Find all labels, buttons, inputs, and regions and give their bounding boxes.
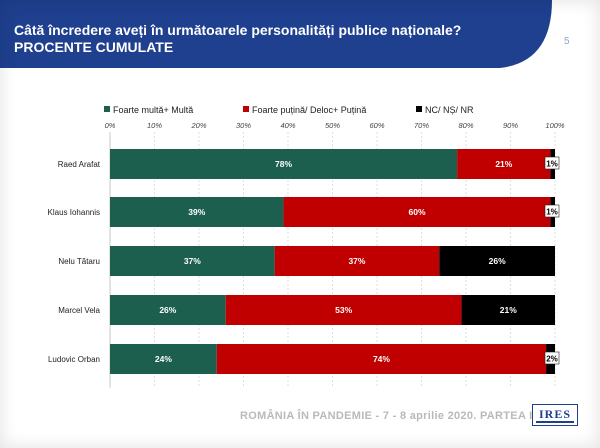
stacked-bar-chart: Foarte multă+ Multă Foarte puțină/ Deloc+… bbox=[48, 105, 565, 388]
data-label: 53% bbox=[335, 305, 352, 315]
header-background bbox=[0, 0, 552, 68]
bar-segment bbox=[461, 295, 555, 325]
page-title: Câtă încredere aveți în următoarele pers… bbox=[14, 22, 534, 56]
x-tick-label: 40% bbox=[280, 121, 295, 130]
data-label-box bbox=[544, 204, 560, 218]
data-label: 26% bbox=[489, 256, 506, 266]
x-tick-label: 0% bbox=[105, 121, 116, 130]
page-number: 5 bbox=[564, 36, 570, 47]
x-tick-label: 60% bbox=[369, 121, 384, 130]
legend-swatch bbox=[243, 106, 249, 112]
data-label-box bbox=[544, 351, 560, 365]
footer-caption: ROMÂNIA ÎN PANDEMIE - 7 - 8 aprilie 2020… bbox=[240, 410, 533, 422]
bar-segment bbox=[110, 246, 275, 276]
bar-segment bbox=[274, 246, 440, 276]
x-tick-label: 10% bbox=[147, 121, 162, 130]
x-tick-label: 70% bbox=[414, 121, 429, 130]
bar-segment bbox=[283, 197, 551, 227]
category-label: Nelu Tătaru bbox=[58, 257, 100, 266]
bar-segment bbox=[439, 246, 555, 276]
logo-text: IRES bbox=[538, 406, 571, 421]
bar-segment bbox=[216, 344, 547, 374]
data-label: 24% bbox=[155, 354, 172, 364]
data-label: 60% bbox=[409, 207, 426, 217]
legend-label: Foarte puțină/ Deloc+ Puțină bbox=[252, 105, 366, 115]
bar-segment bbox=[225, 295, 462, 325]
title-line-2: PROCENTE CUMULATE bbox=[14, 39, 174, 55]
data-label-box bbox=[544, 156, 560, 170]
x-tick-label: 20% bbox=[190, 121, 206, 130]
bar-segment bbox=[457, 149, 551, 179]
x-tick-label: 100% bbox=[545, 121, 565, 130]
data-label: 39% bbox=[188, 207, 205, 217]
data-label: 1% bbox=[546, 208, 558, 217]
x-tick-label: 80% bbox=[458, 121, 473, 130]
x-tick-label: 90% bbox=[503, 121, 518, 130]
x-tick-label: 30% bbox=[236, 121, 251, 130]
bar-segment bbox=[110, 295, 226, 325]
x-tick-label: 50% bbox=[325, 121, 340, 130]
legend-swatch bbox=[104, 106, 110, 112]
bar-segment bbox=[110, 197, 284, 227]
category-label: Klaus Iohannis bbox=[48, 208, 100, 217]
category-label: Ludovic Orban bbox=[48, 355, 100, 364]
data-label: 37% bbox=[184, 256, 201, 266]
legend-swatch bbox=[416, 106, 422, 112]
legend-label: Foarte multă+ Multă bbox=[113, 105, 193, 115]
bar-segment bbox=[110, 149, 458, 179]
data-label: 21% bbox=[495, 159, 512, 169]
data-label: 21% bbox=[500, 305, 517, 315]
category-label: Raed Arafat bbox=[58, 160, 101, 169]
data-label: 37% bbox=[348, 256, 365, 266]
header-banner: Câtă încredere aveți în următoarele pers… bbox=[0, 0, 600, 70]
data-label: 78% bbox=[275, 159, 292, 169]
logo-rule bbox=[536, 420, 574, 423]
data-label: 2% bbox=[546, 355, 558, 364]
data-label: 26% bbox=[159, 305, 176, 315]
category-label: Marcel Vela bbox=[58, 306, 100, 315]
bar-segment bbox=[110, 344, 217, 374]
title-line-1: Câtă încredere aveți în următoarele pers… bbox=[14, 22, 462, 38]
data-label: 74% bbox=[373, 354, 390, 364]
legend-label: NC/ NȘ/ NR bbox=[425, 105, 474, 115]
data-label: 1% bbox=[546, 160, 558, 169]
ires-logo: IRES bbox=[532, 404, 578, 426]
